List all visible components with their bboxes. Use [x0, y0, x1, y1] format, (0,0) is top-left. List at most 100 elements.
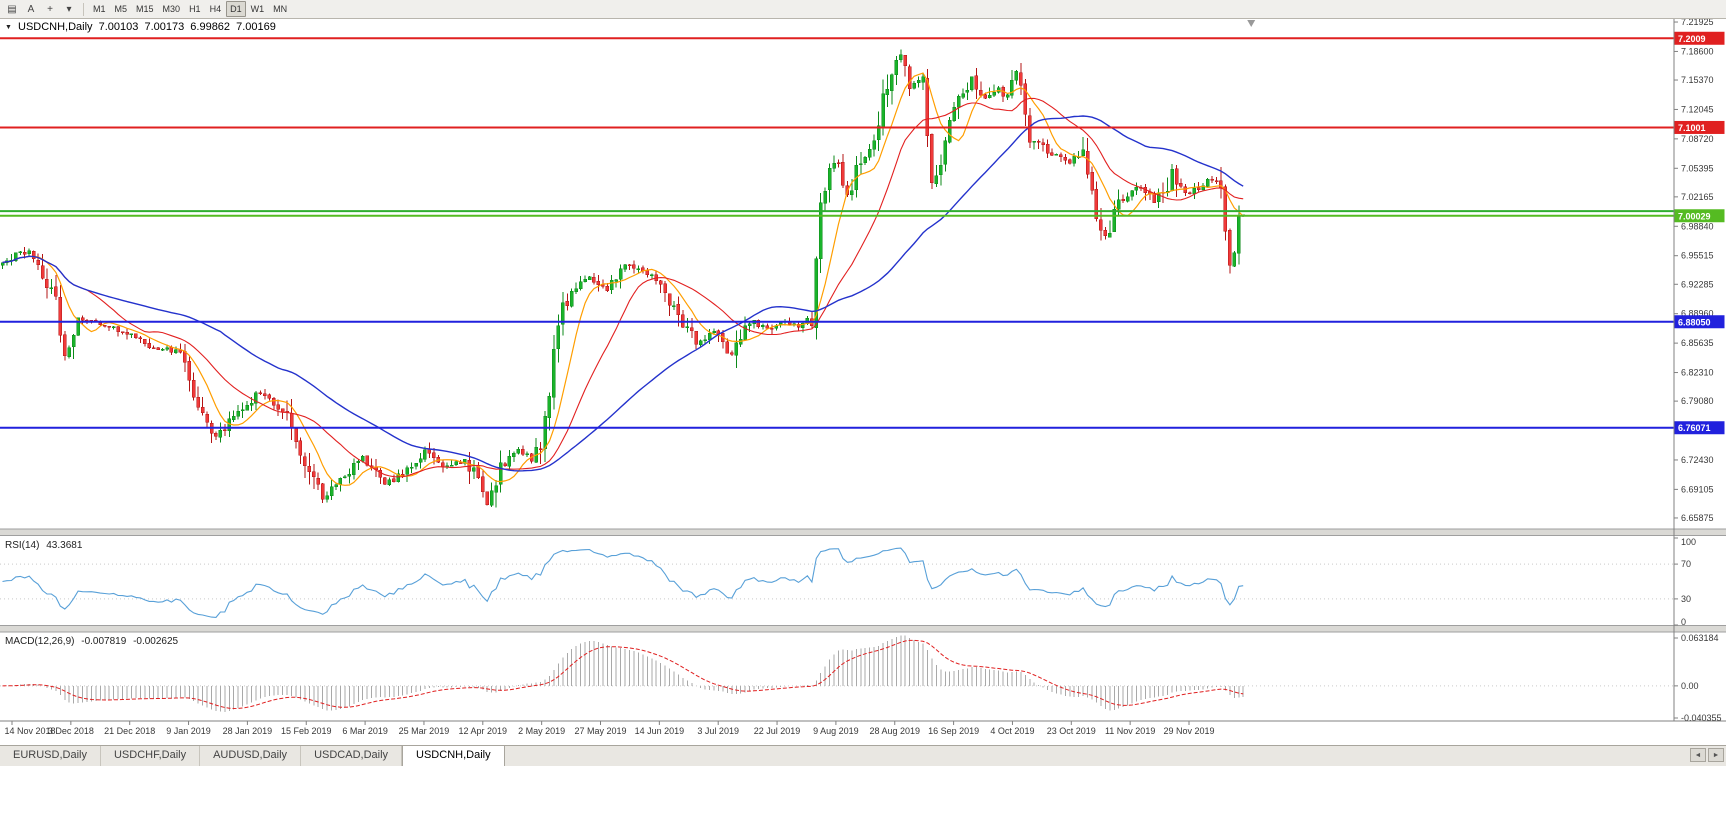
symbol-marker-icon: ▼ — [5, 24, 12, 31]
price-line-badge — [1674, 209, 1725, 223]
price-axis-label: 7.18600 — [1681, 46, 1714, 56]
scroll-left-icon[interactable]: ◄ — [1690, 748, 1706, 762]
chart-tab-bar: EURUSD,Daily USDCHF,Daily AUDUSD,Daily USDC… — [0, 745, 1726, 766]
date-axis-label: 12 Apr 2019 — [459, 726, 508, 736]
macd-signal-line — [2, 639, 1244, 710]
timeframe-mn-button[interactable]: MN — [273, 4, 288, 14]
date-axis-label: 11 Nov 2019 — [1105, 726, 1155, 736]
ohlc-open: 7.00103 — [98, 21, 139, 33]
rsi-axis-label: 30 — [1681, 594, 1691, 604]
price-axis-label: 7.02165 — [1681, 192, 1714, 202]
rsi-line — [2, 547, 1244, 618]
price-axis-label: 6.72430 — [1681, 455, 1714, 465]
svg-text:6.76071: 6.76071 — [1678, 423, 1711, 433]
tab-eurusd-daily[interactable]: EURUSD,Daily — [0, 746, 101, 766]
price-axis-label: 6.82310 — [1681, 368, 1714, 378]
price-line-badge — [1674, 421, 1725, 435]
timeframe-m5-button[interactable]: M5 — [114, 4, 128, 14]
date-axis-label: 28 Aug 2019 — [869, 726, 920, 736]
scroll-right-icon[interactable]: ► — [1708, 748, 1724, 762]
rsi-value: 43.3681 — [46, 540, 83, 551]
date-axis-label: 29 Nov 2019 — [1163, 726, 1214, 736]
timeframe-w1-button[interactable]: W1 — [250, 4, 265, 14]
rsi-indicator-header: RSI(14) 43.3681 — [5, 540, 86, 551]
timeframe-m15-button[interactable]: M15 — [136, 4, 154, 14]
date-axis-label: 9 Jan 2019 — [166, 726, 211, 736]
tab-usdcnh-daily[interactable]: USDCNH,Daily — [402, 746, 505, 766]
date-axis-label: 3 Jul 2019 — [697, 726, 739, 736]
price-axis-label: 6.92285 — [1681, 279, 1714, 289]
price-axis-label: 7.05395 — [1681, 163, 1714, 173]
date-axis-label: 3 Dec 2018 — [48, 726, 94, 736]
svg-text:7.1001: 7.1001 — [1678, 123, 1706, 133]
macd-axis-label: 0.00 — [1681, 681, 1699, 691]
chart-ohlc-header: ▼ USDCNH,Daily 7.00103 7.00173 6.99862 7… — [5, 21, 279, 33]
svg-text:7.00029: 7.00029 — [1678, 211, 1711, 221]
macd-pane — [0, 635, 1674, 712]
price-axis-label: 7.08720 — [1681, 134, 1714, 144]
price-axis-label: 6.79080 — [1681, 396, 1714, 406]
macd-label: MACD(12,26,9) — [5, 636, 75, 647]
crosshair-icon[interactable]: + — [47, 4, 53, 15]
timeframe-m30-button[interactable]: M30 — [162, 4, 181, 14]
cursor-a-icon[interactable]: A — [27, 4, 35, 15]
macd-indicator-header: MACD(12,26,9) -0.007819 -0.002625 — [5, 636, 182, 647]
date-axis-label: 15 Feb 2019 — [281, 726, 332, 736]
ohlc-high: 7.00173 — [144, 21, 185, 33]
price-line-badge — [1674, 315, 1725, 329]
price-axis-label: 7.15370 — [1681, 75, 1714, 85]
date-axis-label: 14 Jun 2019 — [635, 726, 685, 736]
macd-value-signal: -0.002625 — [133, 636, 179, 647]
price-axis-label: 6.69105 — [1681, 484, 1714, 494]
ohlc-low: 6.99862 — [190, 21, 231, 33]
chart-window-icon[interactable]: ▤ — [7, 4, 17, 15]
price-axis-label: 6.95515 — [1681, 251, 1714, 261]
price-chart-canvas[interactable]: 7.21925 7.18600 7.15370 7.12045 7.08720 7.053… — [0, 0, 1726, 745]
price-line-badge — [1674, 31, 1725, 45]
chart-symbol-period: USDCNH,Daily — [18, 21, 93, 33]
rsi-label: RSI(14) — [5, 540, 40, 551]
ma-20-line[interactable] — [2, 97, 1244, 478]
rsi-axis-label: 0 — [1681, 617, 1686, 627]
date-axis-label: 9 Aug 2019 — [813, 726, 859, 736]
timeframe-m1-button[interactable]: M1 — [93, 4, 106, 14]
price-axis-label: 6.98840 — [1681, 221, 1714, 231]
date-axis-label: 25 Mar 2019 — [399, 726, 450, 736]
ma-8-line[interactable] — [2, 72, 1244, 486]
tab-usdchf-daily[interactable]: USDCHF,Daily — [101, 746, 201, 766]
date-axis-label: 22 Jul 2019 — [754, 726, 801, 736]
price-badges-group: 7.2009 7.1001 7.00029 6.88050 6.76071 — [1674, 31, 1725, 435]
date-axis-label: 28 Jan 2019 — [223, 726, 273, 736]
date-axis-label: 6 Mar 2019 — [342, 726, 388, 736]
date-axis-label: 27 May 2019 — [574, 726, 626, 736]
date-axis-label: 14 Nov 2018 — [4, 726, 55, 736]
macd-value-main: -0.007819 — [81, 636, 127, 647]
drawing-tools-dropdown-icon[interactable]: ▾ — [66, 4, 72, 15]
chart-shift-marker-icon — [1247, 20, 1256, 27]
price-axis-label: 6.85635 — [1681, 338, 1714, 348]
timeframe-h4-button[interactable]: H4 — [209, 4, 222, 14]
timeframe-h1-button[interactable]: H1 — [189, 4, 201, 14]
svg-text:6.88050: 6.88050 — [1678, 317, 1711, 327]
rsi-pane — [0, 547, 1674, 618]
macd-histogram — [6, 635, 1244, 712]
macd-axis-label: -0.040355 — [1681, 713, 1722, 723]
timeframe-d1-button[interactable]: D1 — [226, 1, 246, 17]
tab-audusd-daily[interactable]: AUDUSD,Daily — [200, 746, 302, 766]
price-axis-label: 6.88960 — [1681, 309, 1714, 319]
tab-usdcad-daily[interactable]: USDCAD,Daily — [301, 746, 403, 766]
date-axis-label: 21 Dec 2018 — [104, 726, 155, 736]
date-axis-label: 2 May 2019 — [518, 726, 565, 736]
horizontal-scrollbar: ◄ ► — [1690, 748, 1724, 762]
ma-50-line[interactable] — [2, 115, 1244, 472]
svg-text:7.2009: 7.2009 — [1678, 34, 1706, 44]
ohlc-close: 7.00169 — [236, 21, 276, 33]
date-axis-label: 4 Oct 2019 — [990, 726, 1034, 736]
date-axis-label: 16 Sep 2019 — [928, 726, 979, 736]
price-axis-label: 6.65875 — [1681, 513, 1714, 523]
macd-axis-label: 0.063184 — [1681, 633, 1719, 643]
price-line-badge — [1674, 120, 1725, 134]
horizontal-lines-group — [0, 37, 1674, 429]
price-axis-label: 7.12045 — [1681, 104, 1714, 114]
